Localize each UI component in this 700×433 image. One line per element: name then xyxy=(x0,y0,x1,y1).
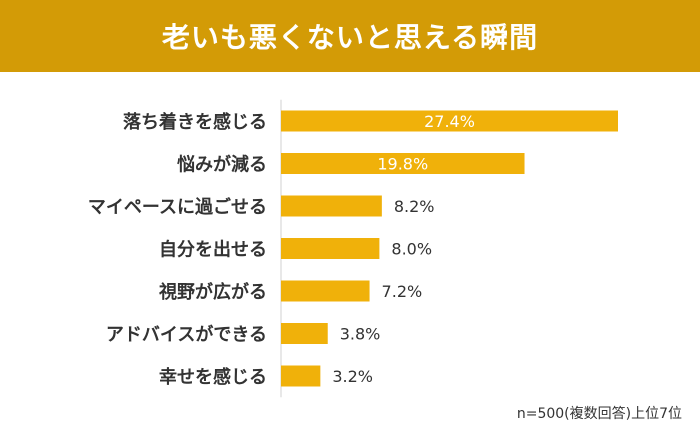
sample-note: n=500(複数回答)上位7位 xyxy=(516,406,682,422)
category-label: アドバイスができる xyxy=(106,324,267,346)
bar-chart: 落ち着きを感じる 27.4% 悩みが減る 19.8% マイペースに過ごせる 8.2% 自分を… xyxy=(88,99,618,398)
value-label: 8.2% xyxy=(394,197,435,216)
title-banner: 老いも悪くないと思える瞬間 xyxy=(0,0,700,72)
value-label: 3.8% xyxy=(340,325,381,344)
bar xyxy=(281,280,370,302)
chart-area: 落ち着きを感じる 27.4% 悩みが減る 19.8% マイペースに過ごせる 8.2% 自分を… xyxy=(0,72,700,433)
category-label: 悩みが減る xyxy=(177,154,267,176)
bar xyxy=(281,195,382,217)
bar xyxy=(281,238,380,259)
value-label: 7.2% xyxy=(382,282,423,301)
category-label: 自分を出せる xyxy=(159,239,267,261)
category-label: 落ち着きを感じる xyxy=(123,111,267,133)
bar xyxy=(281,110,618,132)
bar xyxy=(281,365,321,387)
value-label: 8.0% xyxy=(391,240,432,259)
category-label: マイペースに過ごせる xyxy=(88,196,267,218)
value-label: 3.2% xyxy=(332,367,373,386)
value-label: 19.8% xyxy=(377,155,428,174)
value-label: 27.4% xyxy=(424,112,475,131)
chart-title: 老いも悪くないと思える瞬間 xyxy=(161,21,539,54)
bar xyxy=(281,153,525,174)
bar xyxy=(281,323,328,344)
category-label: 幸せを感じる xyxy=(159,366,267,388)
category-label: 視野が広がる xyxy=(158,281,267,303)
